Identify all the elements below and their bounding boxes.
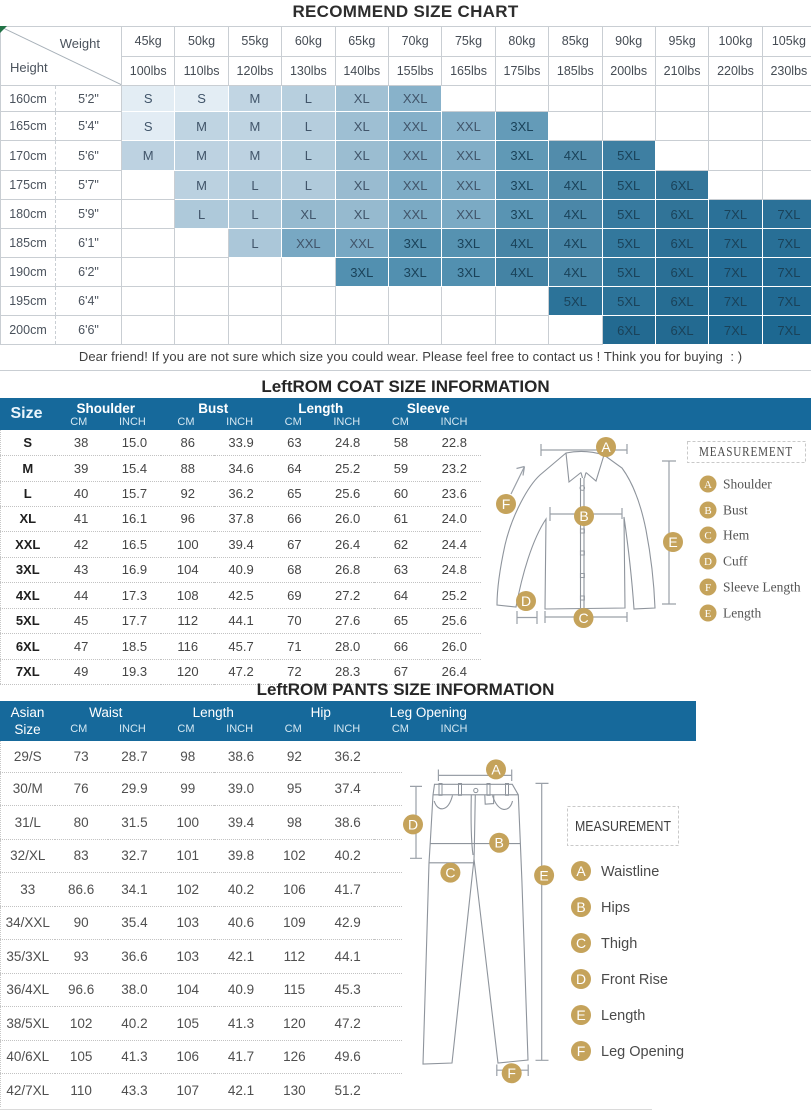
svg-text:Bust: Bust	[723, 503, 748, 518]
svg-text:A: A	[704, 479, 712, 491]
svg-text:B: B	[495, 835, 504, 851]
svg-text:Length: Length	[601, 1008, 645, 1024]
svg-text:B: B	[579, 508, 588, 524]
svg-text:Front Rise: Front Rise	[601, 972, 668, 988]
svg-text:Hips: Hips	[601, 900, 630, 916]
svg-text:Sleeve Length: Sleeve Length	[723, 580, 801, 595]
svg-text:C: C	[445, 865, 455, 881]
svg-text:E: E	[539, 867, 548, 883]
svg-text:Shoulder: Shoulder	[723, 477, 772, 492]
svg-text:Leg Opening: Leg Opening	[601, 1044, 684, 1060]
svg-text:Hem: Hem	[723, 528, 750, 543]
svg-text:E: E	[576, 1007, 585, 1023]
svg-text:Cuff: Cuff	[723, 554, 748, 569]
svg-text:Length: Length	[723, 606, 761, 621]
svg-text:A: A	[601, 439, 611, 455]
svg-text:E: E	[705, 608, 712, 620]
svg-text:MEASUREMENT: MEASUREMENT	[699, 444, 793, 459]
svg-text:C: C	[704, 530, 711, 542]
svg-text:D: D	[408, 816, 418, 832]
svg-text:B: B	[704, 505, 711, 517]
svg-text:A: A	[491, 761, 501, 777]
svg-text:A: A	[576, 863, 586, 879]
svg-text:F: F	[502, 496, 511, 512]
svg-text:E: E	[668, 534, 677, 550]
svg-text:MEASUREMENT: MEASUREMENT	[575, 818, 671, 835]
svg-text:F: F	[705, 582, 711, 594]
svg-text:C: C	[578, 610, 588, 626]
svg-text:B: B	[576, 899, 585, 915]
svg-text:Waistline: Waistline	[601, 864, 659, 880]
svg-text:D: D	[704, 556, 712, 568]
svg-text:C: C	[576, 935, 586, 951]
svg-text:F: F	[577, 1043, 586, 1059]
svg-text:D: D	[576, 971, 586, 987]
svg-text:F: F	[507, 1065, 516, 1081]
svg-text:D: D	[521, 593, 531, 609]
svg-text:Thigh: Thigh	[601, 936, 637, 952]
